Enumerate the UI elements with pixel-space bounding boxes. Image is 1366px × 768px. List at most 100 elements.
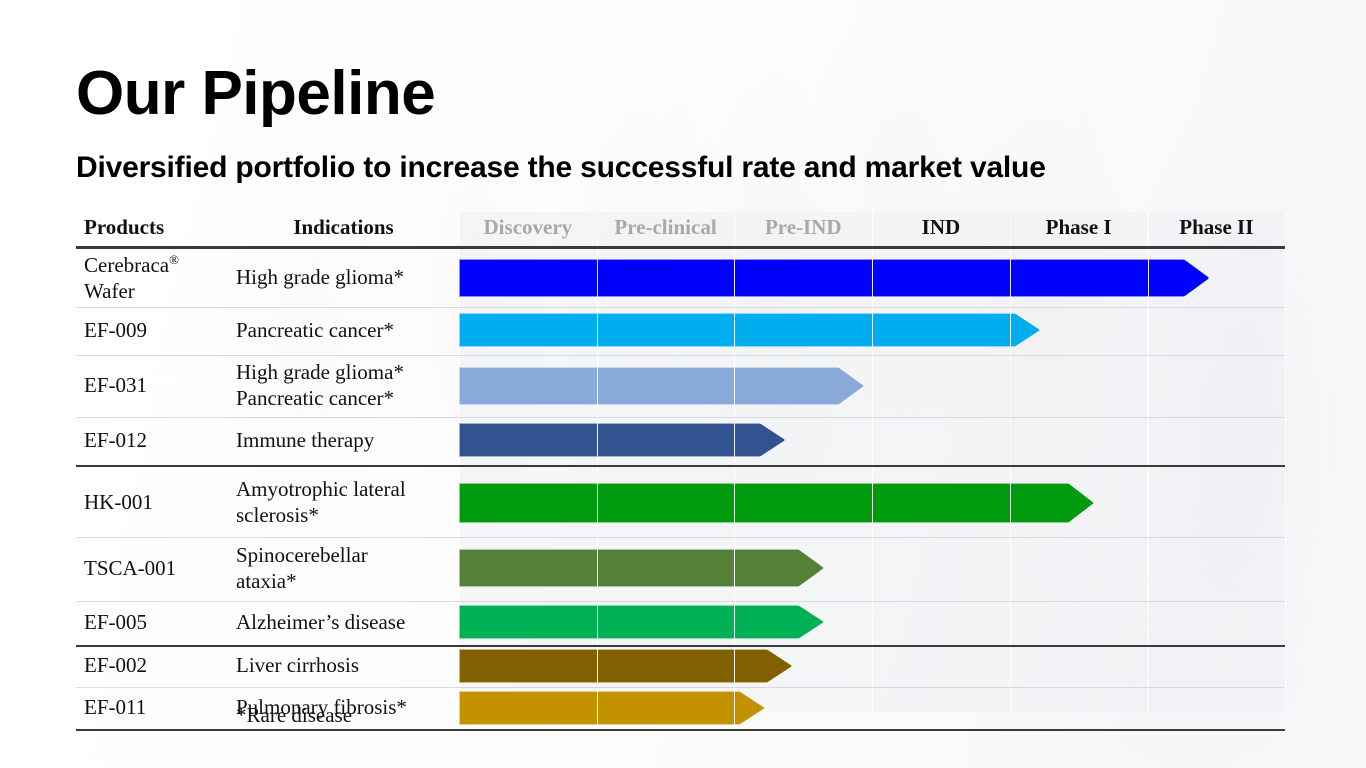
product-name: HK-001 xyxy=(84,490,153,514)
indication-line1: Liver cirrhosis xyxy=(236,653,360,677)
product-name-line2: Wafer xyxy=(84,278,135,303)
indication-line2: ataxia* xyxy=(236,568,297,593)
table-row-product: EF-031 xyxy=(84,373,234,399)
bar-segment-divider xyxy=(872,259,874,297)
pipeline-bar-ef-002 xyxy=(459,649,792,683)
table-row-indication: High grade glioma* Pancreatic cancer* xyxy=(236,360,451,411)
indication-line2: Pancreatic cancer* xyxy=(236,385,394,410)
bar-segment-divider xyxy=(596,605,598,639)
indication-line1: Spinocerebellar xyxy=(236,543,368,567)
indication-line1: Pancreatic cancer* xyxy=(236,318,394,342)
page-subtitle: Diversified portfolio to increase the su… xyxy=(76,151,1046,184)
table-row-indication: High grade glioma* xyxy=(236,265,451,291)
group-separator xyxy=(76,729,1285,731)
bar-fill xyxy=(459,691,765,725)
column-header-pre-clinical: Pre-clinical xyxy=(614,215,717,239)
row-separator xyxy=(76,601,1285,602)
pipeline-bar-ef-012 xyxy=(459,423,785,457)
bar-fill xyxy=(459,483,1094,523)
column-gridline xyxy=(1285,212,1287,712)
bar-fill xyxy=(459,605,824,639)
column-gridline xyxy=(1009,212,1011,712)
product-name: EF-005 xyxy=(84,610,147,634)
table-header-row: Products Indications Discovery Pre-clinic… xyxy=(76,212,1285,246)
indication-line1: Immune therapy xyxy=(236,428,375,452)
row-separator xyxy=(76,537,1285,538)
table-row-product: TSCA-001 xyxy=(84,556,234,582)
bar-segment-divider xyxy=(734,649,736,683)
product-name: EF-011 xyxy=(84,695,147,719)
bar-segment-divider xyxy=(596,483,598,523)
bar-segment-divider xyxy=(596,367,598,405)
bar-fill xyxy=(459,313,1040,347)
pipeline-bar-ef-031 xyxy=(459,367,864,405)
bar-segment-divider xyxy=(1009,259,1011,297)
row-separator xyxy=(76,307,1285,308)
bar-segment-divider xyxy=(734,313,736,347)
bar-fill xyxy=(459,649,792,683)
header-underline xyxy=(76,246,1285,249)
bar-segment-divider xyxy=(1009,313,1011,347)
column-gridline xyxy=(734,212,736,712)
bar-segment-divider xyxy=(596,259,598,297)
table-row-product: EF-009 xyxy=(84,318,234,344)
bar-segment-divider xyxy=(734,605,736,639)
table-row-product: EF-002 xyxy=(84,653,234,679)
bar-segment-divider xyxy=(734,367,736,405)
bar-fill xyxy=(459,367,864,405)
indication-line1: High grade glioma* xyxy=(236,360,404,384)
bar-segment-divider xyxy=(596,423,598,457)
column-header-indications: Indications xyxy=(293,215,394,239)
bar-segment-divider xyxy=(734,549,736,587)
bar-segment-divider xyxy=(1147,259,1149,297)
column-header-ind: IND xyxy=(921,215,961,239)
column-header-products: Products xyxy=(84,215,165,239)
product-name: TSCA-001 xyxy=(84,556,177,580)
row-separator xyxy=(76,687,1285,688)
indication-line2: sclerosis* xyxy=(236,502,319,527)
bar-fill xyxy=(459,423,785,457)
column-header-phase-i: Phase I xyxy=(1045,215,1112,239)
indication-line1: Pulmonary fibrosis* xyxy=(236,695,407,719)
bar-segment-divider xyxy=(734,483,736,523)
product-name: EF-002 xyxy=(84,653,147,677)
table-row-product: EF-011 xyxy=(84,695,234,721)
bar-fill xyxy=(459,549,824,587)
bar-segment-divider xyxy=(734,259,736,297)
indication-line1: High grade glioma* xyxy=(236,265,404,289)
column-gridline xyxy=(459,212,460,712)
bar-segment-divider xyxy=(734,423,736,457)
column-gridline xyxy=(596,212,598,712)
pipeline-bar-ef-009 xyxy=(459,313,1040,347)
bar-fill xyxy=(459,259,1209,297)
table-row-indication: Pancreatic cancer* xyxy=(236,318,451,344)
bar-segment-divider xyxy=(596,649,598,683)
product-name: EF-009 xyxy=(84,318,147,342)
bar-segment-divider xyxy=(596,549,598,587)
pipeline-bar-hk-001 xyxy=(459,483,1094,523)
table-row-indication: Amyotrophic lateral sclerosis* xyxy=(236,477,451,528)
table-row-indication: Alzheimer’s disease xyxy=(236,610,451,636)
row-separator xyxy=(76,355,1285,356)
footnote: *Rare disease xyxy=(236,703,353,727)
pipeline-bar-cerebraca xyxy=(459,259,1209,297)
product-name: EF-012 xyxy=(84,428,147,452)
pipeline-bar-ef-005 xyxy=(459,605,824,639)
pipeline-bar-ef-011 xyxy=(459,691,765,725)
group-separator xyxy=(76,465,1285,467)
table-row-indication: Pulmonary fibrosis* xyxy=(236,695,451,721)
bar-segment-divider xyxy=(1009,483,1011,523)
column-header-discovery: Discovery xyxy=(483,215,573,239)
table-row-product: HK-001 xyxy=(84,490,234,516)
page-title: Our Pipeline xyxy=(76,59,436,128)
bar-segment-divider xyxy=(596,313,598,347)
row-separator xyxy=(76,417,1285,418)
bar-segment-divider xyxy=(872,483,874,523)
table-row-indication: Spinocerebellar ataxia* xyxy=(236,543,451,594)
pipeline-table: Products Indications Discovery Pre-clinic… xyxy=(76,212,1287,731)
group-separator xyxy=(76,645,1285,647)
table-row-product: EF-005 xyxy=(84,610,234,636)
bar-segment-divider xyxy=(596,691,598,725)
pipeline-bar-tsca-001 xyxy=(459,549,824,587)
column-gridline xyxy=(872,212,874,712)
